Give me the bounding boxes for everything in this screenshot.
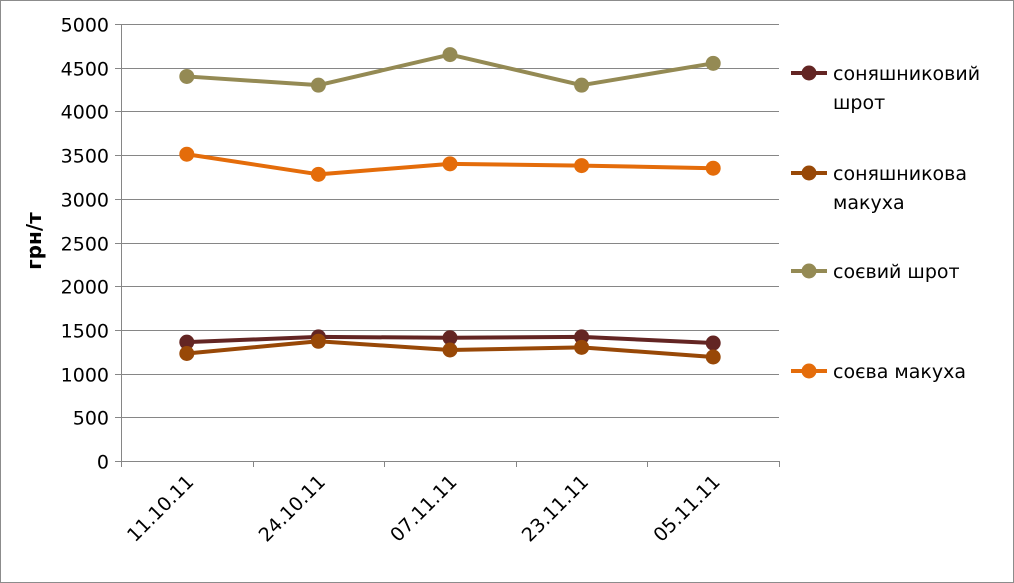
y-tick-label: 0 [97, 452, 109, 474]
y-tick-label: 1000 [61, 365, 109, 387]
x-tick-label: 23.11.11 [518, 471, 593, 546]
data-point [574, 77, 590, 93]
y-tick-label: 5000 [61, 15, 109, 37]
data-point [705, 335, 721, 351]
legend-marker [801, 363, 817, 379]
y-tick-label: 3000 [61, 190, 109, 212]
data-point [442, 156, 458, 172]
legend-item: соєвий шрот [791, 261, 960, 283]
data-point [442, 47, 458, 63]
y-tick-label: 4500 [61, 59, 109, 81]
legend-marker [801, 65, 817, 81]
y-tick-label: 500 [73, 408, 109, 430]
series-3 [179, 146, 721, 182]
x-tick-label: 24.10.11 [255, 471, 330, 546]
data-point [574, 158, 590, 174]
y-tick-label: 3500 [61, 146, 109, 168]
legend-label: шрот [833, 92, 885, 114]
data-point [179, 345, 195, 361]
y-tick-label: 4000 [61, 102, 109, 124]
data-point [179, 68, 195, 84]
x-tick-label: 11.10.11 [123, 471, 198, 546]
y-axis-ticks: 0 500 1000 1500 2000 2500 3000 3500 4000 4500 5000 [61, 15, 109, 474]
y-tick-label: 2000 [61, 277, 109, 299]
data-point [310, 333, 326, 349]
legend-label: соняшниковий [833, 63, 980, 85]
legend-label: соєвий шрот [833, 261, 960, 283]
legend-item: соняшникова макуха [791, 163, 967, 214]
data-point [310, 77, 326, 93]
legend-item: соняшниковий шрот [791, 63, 980, 114]
legend-label: макуха [833, 192, 905, 214]
y-tick-label: 1500 [61, 321, 109, 343]
legend-label: соняшникова [833, 163, 967, 185]
series-group [179, 47, 721, 365]
data-point [705, 160, 721, 176]
legend-label: соєва макуха [833, 361, 966, 383]
legend-item: соєва макуха [791, 361, 966, 383]
data-point [705, 349, 721, 365]
data-point [179, 146, 195, 162]
legend-marker [801, 165, 817, 181]
y-tick-label: 2500 [61, 234, 109, 256]
data-point [310, 166, 326, 182]
gridlines [115, 24, 780, 467]
x-tick-label: 05.11.11 [649, 471, 724, 546]
series-1 [179, 333, 721, 365]
x-axis-ticks: 11.10.11 24.10.11 07.11.11 23.11.11 05.11.11 [123, 471, 725, 546]
series-2 [179, 47, 721, 93]
data-point [179, 334, 195, 350]
data-point [442, 342, 458, 358]
x-tick-label: 07.11.11 [386, 471, 461, 546]
data-point [705, 55, 721, 71]
legend-marker [801, 263, 817, 279]
data-point [574, 329, 590, 345]
y-axis-label: грн/т [22, 212, 46, 270]
data-point [442, 330, 458, 346]
legend: соняшниковий шрот соняшникова макуха соєвий … [791, 63, 980, 383]
data-point [574, 339, 590, 355]
